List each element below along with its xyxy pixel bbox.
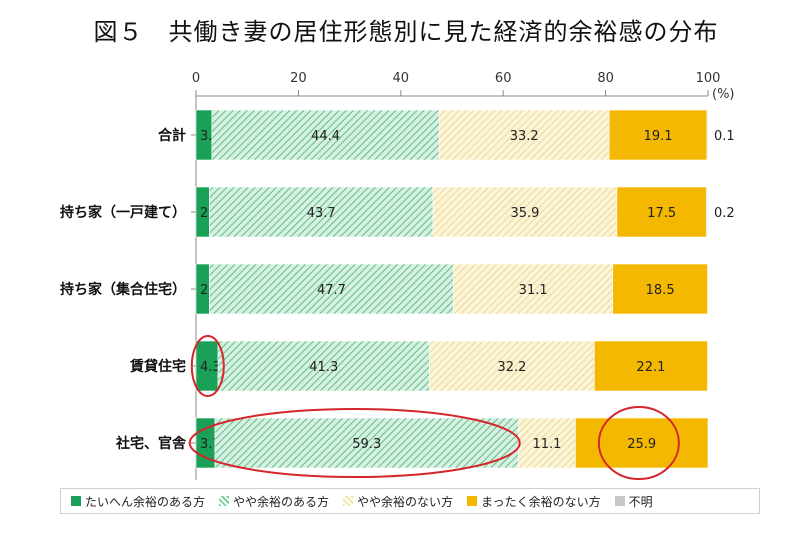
- bar-segment: [217, 340, 430, 392]
- legend-swatch: [614, 496, 625, 506]
- data-label: 31.1: [519, 283, 548, 298]
- bar-segment: [432, 186, 618, 238]
- bar-segment: [438, 109, 610, 161]
- data-label: 25.9: [627, 437, 656, 452]
- legend-label: まったく余裕のない方: [481, 494, 601, 509]
- data-label: 18.5: [646, 283, 675, 298]
- x-tick-label: 20: [290, 71, 307, 86]
- bar-segment: [453, 263, 614, 315]
- legend-item: やや余裕のある方: [219, 493, 329, 510]
- data-label: 17.5: [647, 206, 676, 221]
- bar-segment: [211, 109, 440, 161]
- data-label: 4.3: [200, 360, 221, 375]
- legend-swatch: [71, 496, 81, 506]
- bar-segment: [518, 417, 576, 469]
- legend-item: 不明: [614, 493, 653, 510]
- data-label: 22.1: [636, 360, 665, 375]
- category-label: 持ち家（集合住宅）: [60, 281, 186, 298]
- x-tick-label: 100: [696, 71, 721, 86]
- bar-segment: [214, 417, 519, 469]
- legend-label: 不明: [628, 494, 653, 509]
- x-tick-label: 60: [495, 71, 512, 86]
- legend-label: やや余裕のある方: [233, 494, 330, 509]
- data-label: 44.4: [311, 129, 340, 144]
- highlight-ellipse: [190, 335, 225, 397]
- bar-segment: [575, 417, 709, 469]
- x-tick-label: 0: [192, 71, 200, 86]
- legend-swatch: [219, 496, 230, 506]
- category-label: 合計: [158, 127, 186, 144]
- bar-segment: [608, 109, 708, 161]
- unit-label: (%): [712, 87, 735, 102]
- bar-segment: [594, 340, 708, 392]
- chart-legend: たいへん余裕のある方 やや余裕のある方 やや余裕のない方 まったく余裕のない方 不明: [60, 488, 760, 514]
- data-label: 47.7: [317, 283, 346, 298]
- bar-segment: [209, 263, 454, 315]
- legend-swatch: [467, 496, 478, 506]
- x-tick-label: 40: [393, 71, 410, 86]
- legend-label: たいへん余裕のある方: [85, 494, 206, 509]
- bar-segment: [706, 186, 708, 238]
- bar-segment: [612, 263, 708, 315]
- x-tick-label: 80: [597, 71, 614, 86]
- legend-swatch: [343, 496, 354, 506]
- bar-segment: [706, 109, 709, 161]
- category-label: 賃貸住宅: [129, 358, 186, 375]
- legend-label: やや余裕のない方: [357, 494, 454, 509]
- legend-item: たいへん余裕のある方: [71, 493, 205, 510]
- data-label: 41.3: [309, 360, 338, 375]
- data-label: 35.9: [510, 206, 539, 221]
- data-label: 0.2: [714, 206, 735, 221]
- data-label: 33.2: [510, 129, 539, 144]
- bar-segment: [616, 186, 707, 238]
- data-label: 59.3: [352, 437, 381, 452]
- legend-item: まったく余裕のない方: [467, 493, 601, 510]
- data-label: 43.7: [307, 206, 336, 221]
- category-label: 持ち家（一戸建て）: [60, 204, 186, 221]
- figure-title: 図５ 共働き妻の居住形態別に見た経済的余裕感の分布: [93, 18, 719, 46]
- legend-item: やや余裕のない方: [343, 493, 453, 510]
- data-label: 11.1: [532, 437, 561, 452]
- category-label: 社宅、官舎: [115, 435, 187, 452]
- highlight-ellipse: [597, 406, 680, 480]
- highlight-ellipse: [188, 408, 521, 478]
- data-label: 0.1: [714, 129, 735, 144]
- data-label: 19.1: [644, 129, 673, 144]
- data-label: 32.2: [497, 360, 526, 375]
